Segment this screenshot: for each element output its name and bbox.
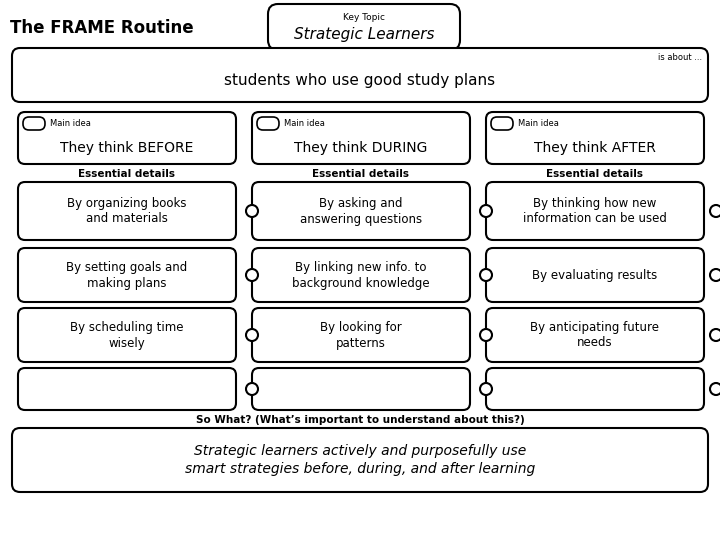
FancyBboxPatch shape	[491, 117, 513, 130]
Text: By anticipating future
needs: By anticipating future needs	[531, 321, 660, 349]
Text: By thinking how new
information can be used: By thinking how new information can be u…	[523, 197, 667, 226]
FancyBboxPatch shape	[257, 117, 279, 130]
Text: Main idea: Main idea	[284, 119, 325, 129]
Text: By asking and
answering questions: By asking and answering questions	[300, 197, 422, 226]
Circle shape	[480, 205, 492, 217]
Circle shape	[710, 383, 720, 395]
Circle shape	[710, 205, 720, 217]
FancyBboxPatch shape	[252, 368, 470, 410]
Text: Key Topic: Key Topic	[343, 12, 385, 22]
Text: They think AFTER: They think AFTER	[534, 141, 656, 155]
Text: Essential details: Essential details	[546, 169, 644, 179]
FancyBboxPatch shape	[18, 308, 236, 362]
Circle shape	[246, 383, 258, 395]
Circle shape	[480, 383, 492, 395]
FancyBboxPatch shape	[486, 368, 704, 410]
Text: Essential details: Essential details	[312, 169, 410, 179]
Text: Main idea: Main idea	[518, 119, 559, 129]
FancyBboxPatch shape	[12, 48, 708, 102]
Text: Strategic Learners: Strategic Learners	[294, 28, 434, 43]
FancyBboxPatch shape	[23, 117, 45, 130]
Circle shape	[480, 269, 492, 281]
Text: By looking for
patterns: By looking for patterns	[320, 321, 402, 349]
Text: By setting goals and
making plans: By setting goals and making plans	[66, 260, 188, 289]
FancyBboxPatch shape	[18, 248, 236, 302]
FancyBboxPatch shape	[486, 182, 704, 240]
Text: students who use good study plans: students who use good study plans	[225, 73, 495, 89]
Text: By scheduling time
wisely: By scheduling time wisely	[71, 321, 184, 349]
FancyBboxPatch shape	[268, 4, 460, 50]
Text: So What? (What’s important to understand about this?): So What? (What’s important to understand…	[196, 415, 524, 425]
Text: They think BEFORE: They think BEFORE	[60, 141, 194, 155]
FancyBboxPatch shape	[18, 368, 236, 410]
FancyBboxPatch shape	[18, 182, 236, 240]
Circle shape	[480, 329, 492, 341]
FancyBboxPatch shape	[12, 428, 708, 492]
FancyBboxPatch shape	[486, 308, 704, 362]
FancyBboxPatch shape	[252, 308, 470, 362]
FancyBboxPatch shape	[486, 112, 704, 164]
FancyBboxPatch shape	[252, 248, 470, 302]
Text: By linking new info. to
background knowledge: By linking new info. to background knowl…	[292, 260, 430, 289]
Circle shape	[246, 329, 258, 341]
FancyBboxPatch shape	[252, 182, 470, 240]
FancyBboxPatch shape	[18, 112, 236, 164]
Text: By organizing books
and materials: By organizing books and materials	[67, 197, 186, 226]
Text: is about ...: is about ...	[658, 52, 702, 62]
Text: They think DURING: They think DURING	[294, 141, 428, 155]
Circle shape	[710, 329, 720, 341]
Text: Essential details: Essential details	[78, 169, 176, 179]
FancyBboxPatch shape	[486, 248, 704, 302]
Text: The FRAME Routine: The FRAME Routine	[10, 19, 194, 37]
FancyBboxPatch shape	[252, 112, 470, 164]
Text: Strategic learners actively and purposefully use
smart strategies before, during: Strategic learners actively and purposef…	[185, 444, 535, 476]
Circle shape	[246, 205, 258, 217]
Circle shape	[710, 269, 720, 281]
Text: Main idea: Main idea	[50, 119, 91, 129]
Text: By evaluating results: By evaluating results	[532, 268, 657, 281]
Circle shape	[246, 269, 258, 281]
